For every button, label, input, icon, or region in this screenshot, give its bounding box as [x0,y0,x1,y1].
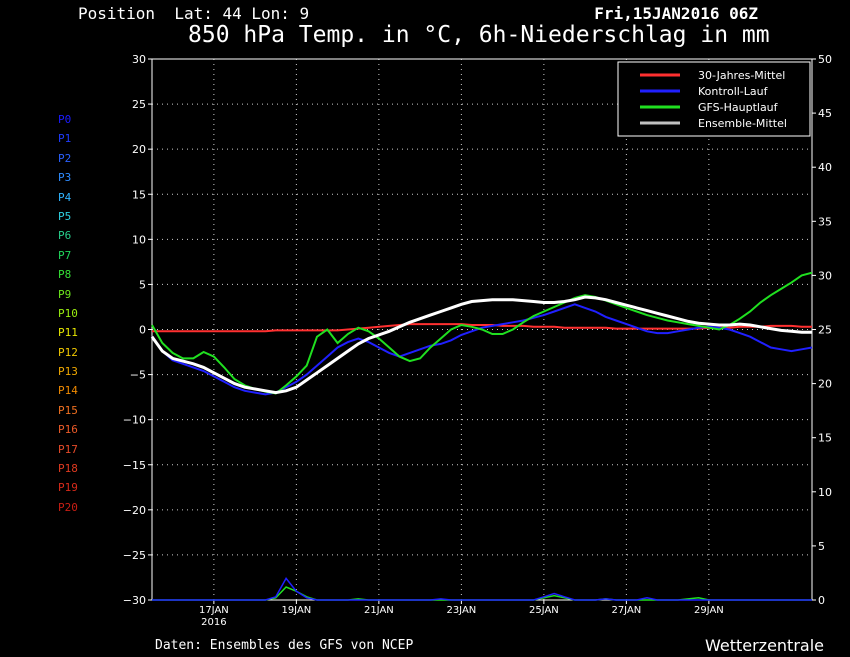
x-tick-label: 17JAN [199,605,229,616]
legend-label: Ensemble-Mittel [698,117,787,130]
x-tick-label: 29JAN [694,605,724,616]
legend-label: 30-Jahres-Mittel [698,69,785,82]
y-right-tick-label: 0 [818,594,825,607]
brand-label: Wetterzentrale [704,636,824,655]
y-left-tick-label: 25 [132,98,146,111]
y-left-tick-label: 15 [132,188,146,201]
y-right-tick-label: 30 [818,269,832,282]
x-tick-label: 25JAN [529,605,559,616]
member-list: P0 P1 P2 P3 P4 P5 P6 P7 P8 P9 P10 P11 P12 P13 P14 P15 P1… [58,110,78,517]
member-label: P20 [58,500,78,514]
run-datetime: Fri,15JAN2016 06Z [594,4,758,23]
y-left-tick-label: 30 [132,53,146,66]
y-right-tick-label: 35 [818,215,832,228]
precip-line [152,586,812,601]
legend-label: Kontroll-Lauf [698,85,769,98]
y-right-tick-label: 25 [818,324,832,337]
member-label: P3 [58,171,72,185]
y-left-tick-label: −25 [123,549,146,562]
x-tick-label: 23JAN [446,605,476,616]
member-label: P1 [58,132,72,146]
member-label: P16 [58,423,78,437]
x-tick-label: 19JAN [281,605,311,616]
precip-line [152,577,812,601]
member-label: P14 [58,384,78,398]
y-left-tick-label: −20 [123,504,146,517]
y-left-tick-label: −10 [123,414,146,427]
member-label: P17 [58,442,78,456]
member-label: P19 [58,481,78,495]
y-left-tick-label: −15 [123,459,146,472]
member-label: P7 [58,248,72,262]
series-line [151,271,813,395]
member-label: P8 [58,268,72,282]
member-label: P0 [58,113,72,126]
x-tick-label: 21JAN [364,605,394,616]
member-label: P9 [58,287,72,301]
x-tick-label: 27JAN [611,605,641,616]
member-label: P2 [58,151,72,165]
y-right-tick-label: 40 [818,161,832,174]
y-left-tick-label: 10 [132,233,146,246]
member-label: P4 [58,190,72,204]
chart-title: 850 hPa Temp. in °C, 6h-Niederschlag in … [188,22,770,48]
member-label: P18 [58,462,78,476]
member-label: P12 [58,345,78,359]
y-right-tick-label: 15 [818,432,832,445]
y-left-tick-label: 5 [139,278,146,291]
series-line [150,295,812,395]
y-left-tick-label: 20 [132,143,146,156]
member-label: P13 [58,365,78,379]
y-right-tick-label: 50 [818,53,832,66]
y-left-tick-label: −5 [130,369,146,382]
x-year-label: 2016 [201,617,226,628]
member-label: P6 [58,229,72,243]
series-line [151,303,813,396]
y-left-tick-label: −30 [123,594,146,607]
position-label: Position Lat: 44 Lon: 9 [78,4,310,23]
y-right-tick-label: 10 [818,486,832,499]
y-right-tick-label: 20 [818,378,832,391]
y-left-tick-label: 0 [139,324,146,337]
y-right-tick-label: 5 [818,540,825,553]
member-label: P11 [58,326,78,340]
y-right-tick-label: 45 [818,107,832,120]
legend-label: GFS-Hauptlauf [698,101,779,114]
data-source-note: Daten: Ensembles des GFS von NCEP [155,638,414,653]
member-label: P5 [58,209,72,223]
member-label: P10 [58,306,78,320]
member-label: P15 [58,403,78,417]
